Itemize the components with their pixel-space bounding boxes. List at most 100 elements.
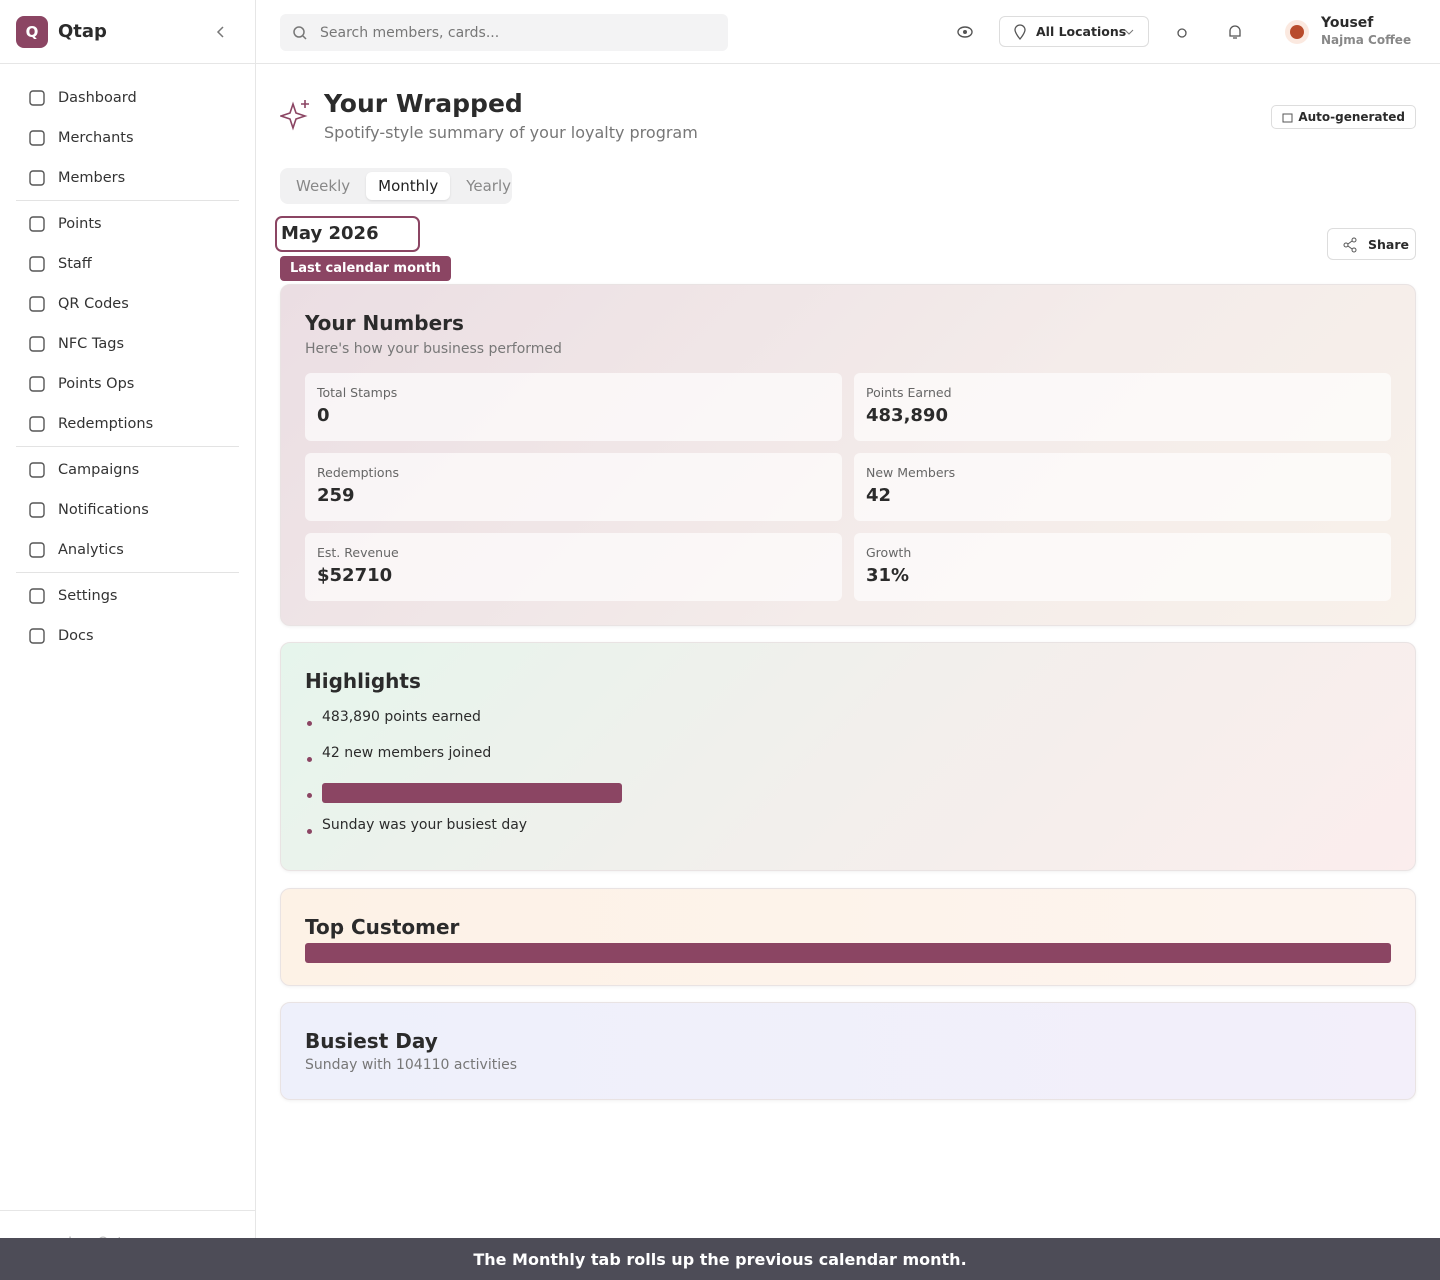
nav-icon [29,336,45,352]
tab[interactable]: Weekly [296,177,351,195]
highlights-title: Highlights [305,669,421,693]
user-org: Najma Coffee [1321,33,1412,47]
busiest-day-card: Busiest Day Sunday with 104110 activitie… [280,1002,1416,1100]
nav-icon [29,256,45,272]
nav-item[interactable]: Settings [16,576,239,616]
nav-icon [29,588,45,604]
nav-icon [29,628,45,644]
collapse-button[interactable] [215,25,227,39]
nav-icon [29,90,45,106]
bell-icon[interactable] [1226,23,1244,41]
nav-item[interactable]: QR Codes [16,284,239,324]
nav-label: Staff [58,256,92,272]
highlight: 42 new members joined [305,745,1391,781]
stat-label: New Members [866,465,956,480]
nav-icon [29,376,45,392]
location-label: All Locations [1036,24,1127,39]
brand: Q Qtap [0,0,255,64]
nav-group: Settings Docs [16,576,239,658]
nav-icon [29,130,45,146]
top-customer-title: Top Customer [305,915,460,939]
highlight: Sunday was your busiest day [305,817,1391,853]
stat-value: 31% [866,565,910,586]
nav-item[interactable]: Merchants [16,118,239,158]
nav-item[interactable]: Notifications [16,490,239,530]
stat-value: $52710 [317,565,393,586]
brand-name: Qtap [58,21,107,42]
stat-value: 483,890 [866,405,948,426]
nav-icon [29,502,45,518]
nav-item[interactable]: Staff [16,244,239,284]
nav-item[interactable]: Redemptions [16,404,239,444]
logo: Q [16,15,48,48]
nav-label: Dashboard [58,90,137,106]
nav-item[interactable]: Points Ops [16,364,239,404]
nav-label: Merchants [58,130,134,146]
toast: The Monthly tab rolls up the previous ca… [0,1238,1440,1280]
stat-label: Total Stamps [317,385,398,400]
nav-group: Dashboard Merchants Members [16,78,239,201]
nav: Dashboard Merchants Members Points Staff QR C… [0,64,255,658]
page-subtitle: Spotify-style summary of your loyalty pr… [324,123,698,142]
nav-icon [29,542,45,558]
nav-item[interactable]: Points [16,204,239,244]
stat-card: Points Earned 483,890 [854,373,1391,441]
nav-label: Notifications [58,502,149,518]
nav-label: Points Ops [58,376,135,392]
theme-icon[interactable] [1173,24,1191,42]
highlight-redacted [305,781,1391,817]
tab[interactable]: Monthly [366,172,451,200]
nav-icon [29,462,45,478]
stat-card: Est. Revenue $52710 [305,533,842,601]
page-title: Your Wrapped [324,89,523,118]
redaction [305,943,1391,963]
nav-icon [29,416,45,432]
nav-item[interactable]: NFC Tags [16,324,239,364]
user[interactable]: Yousef Najma Coffee [1321,15,1411,47]
nav-label: Redemptions [58,416,154,432]
stat-label: Est. Revenue [317,545,399,560]
avatar[interactable] [1284,19,1310,45]
nav-item[interactable]: Analytics [16,530,239,570]
busiest-day-text: Sunday with 104110 activities [305,1057,517,1073]
stat-label: Points Earned [866,385,952,400]
chevron [1124,29,1134,35]
nav-label: Analytics [58,542,124,558]
nav-item[interactable]: Dashboard [16,78,239,118]
highlight: 483,890 points earned [305,709,1391,745]
location-select[interactable]: All Locations [999,16,1149,47]
stat-card: Total Stamps 0 [305,373,842,441]
highlights-card: Highlights 483,890 points earned 42 new … [280,642,1416,871]
stat-label: Growth [866,545,912,560]
nav-label: NFC Tags [58,336,125,352]
nav-icon [29,170,45,186]
tab[interactable]: Yearly [466,177,512,195]
preview-icon[interactable] [956,24,974,40]
search[interactable]: Search members, cards... [280,14,728,51]
nav-group: Points Staff QR Codes NFC Tags Points Ops Red… [16,204,239,447]
busiest-day-title: Busiest Day [305,1029,438,1053]
nav-label: Points [58,216,102,232]
nav-item[interactable]: Members [16,158,239,198]
stat-value: 42 [866,485,892,506]
period-tabs: Weekly Monthly Yearly [280,168,512,204]
auto-badge: Auto-generated [1271,105,1416,129]
share-button[interactable]: Share [1327,228,1416,260]
search-placeholder: Search members, cards... [320,24,500,41]
sidebar: Q Qtap Dashboard Merchants Members Points St… [0,0,256,1280]
stat-card: Growth 31% [854,533,1391,601]
pin-icon [1014,23,1026,40]
share-label: Share [1368,237,1409,252]
stat-label: Redemptions [317,465,400,480]
nav-item[interactable]: Docs [16,616,239,656]
page-header: Your Wrapped Spotify-style summary of yo… [324,89,698,142]
nav-icon [29,216,45,232]
numbers-card: Your Numbers Here's how your business pe… [280,284,1416,626]
redaction [322,783,622,803]
numbers-title: Your Numbers [305,311,464,335]
nav-item[interactable]: Campaigns [16,450,239,490]
nav-label: Members [58,170,126,186]
nav-label: Docs [58,628,94,644]
